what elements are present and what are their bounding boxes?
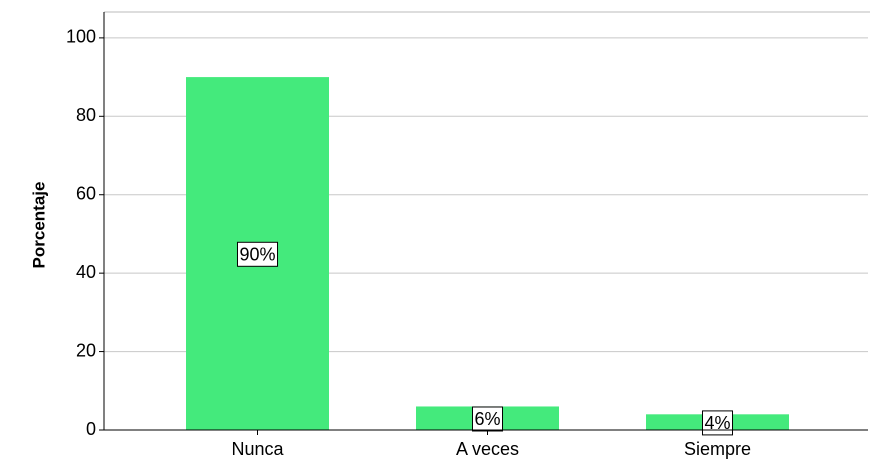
- data-label: 4%: [704, 413, 730, 433]
- x-tick-label: Nunca: [231, 439, 284, 459]
- data-label-box: [471, 406, 504, 432]
- data-label: 90%: [239, 244, 275, 264]
- data-label: 6%: [474, 409, 500, 429]
- y-tick-label: 100: [66, 27, 96, 47]
- y-tick-label: 80: [76, 105, 96, 125]
- y-tick-label: 60: [76, 183, 96, 203]
- data-label-box: [701, 410, 734, 436]
- x-tick-label: A veces: [456, 439, 519, 459]
- y-tick-label: 0: [86, 419, 96, 439]
- data-label-box: [236, 241, 279, 267]
- y-tick-label: 40: [76, 262, 96, 282]
- x-tick-label: Siempre: [684, 439, 751, 459]
- y-axis-label: Porcentaje: [29, 182, 48, 269]
- y-tick-label: 20: [76, 340, 96, 360]
